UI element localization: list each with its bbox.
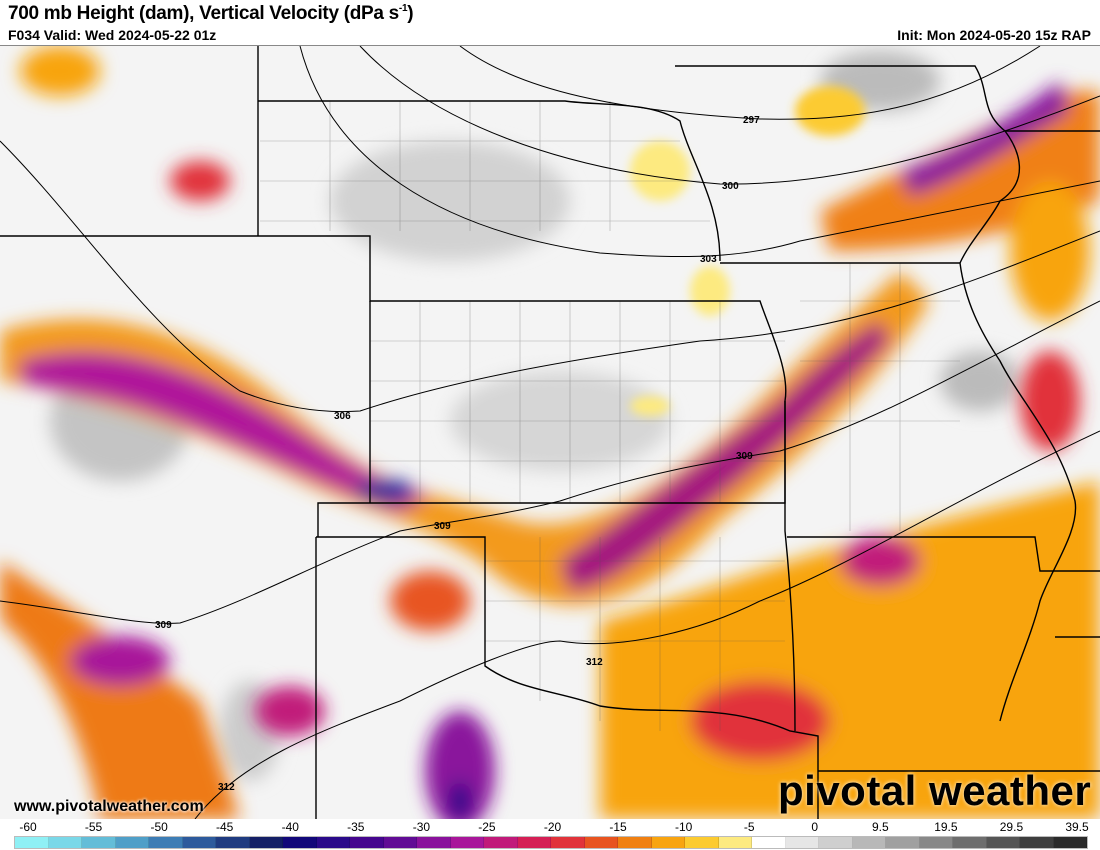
title-text: 700 mb Height (dam), Vertical Velocity (… bbox=[8, 3, 399, 24]
weather-map: 297 300 303 306 309 309 309 312 312 bbox=[0, 45, 1100, 819]
colorbar-label: -5 bbox=[743, 820, 755, 834]
contour-label: 309 bbox=[434, 521, 451, 532]
init-time: Init: Mon 2024-05-20 15z RAP bbox=[897, 27, 1091, 43]
colorbar-swatch bbox=[651, 837, 685, 848]
title-superscript: -1 bbox=[398, 3, 408, 14]
colorbar-swatch bbox=[283, 837, 317, 848]
pivotal-weather-logo: pivotal weather bbox=[778, 767, 1092, 814]
colorbar-swatch bbox=[417, 837, 451, 848]
map-title: 700 mb Height (dam), Vertical Velocity (… bbox=[8, 3, 414, 24]
colorbar-swatch bbox=[149, 837, 183, 848]
colorbar-label: -40 bbox=[281, 820, 299, 834]
colorbar-swatch bbox=[115, 837, 149, 848]
colorbar-label: -20 bbox=[543, 820, 562, 834]
colorbar-swatch bbox=[752, 837, 786, 848]
valid-time: F034 Valid: Wed 2024-05-22 01z bbox=[8, 27, 217, 43]
colorbar-swatch bbox=[584, 837, 618, 848]
colorbar-label: -25 bbox=[478, 820, 496, 834]
colorbar-swatch bbox=[82, 837, 116, 848]
colorbar-swatch bbox=[819, 837, 853, 848]
colorbar-label: 0 bbox=[811, 820, 819, 834]
colorbar-swatch bbox=[484, 837, 518, 848]
colorbar-label: -60 bbox=[19, 820, 37, 834]
colorbar-swatch bbox=[517, 837, 551, 848]
colorbar-label: -30 bbox=[412, 820, 431, 834]
colorbar-swatch bbox=[1020, 837, 1054, 848]
colorbar-label: -50 bbox=[150, 820, 168, 834]
colorbar-swatch bbox=[986, 837, 1020, 848]
colorbar-swatch bbox=[852, 837, 886, 848]
contour-label: 297 bbox=[743, 115, 760, 126]
contour-label: 312 bbox=[218, 782, 235, 793]
colorbar-swatch bbox=[953, 837, 987, 848]
website-watermark: www.pivotalweather.com bbox=[14, 798, 204, 815]
colorbar-label: -15 bbox=[609, 820, 627, 834]
colorbar-label: -55 bbox=[84, 820, 103, 834]
contour-label: 300 bbox=[722, 181, 739, 192]
contour-label: 303 bbox=[700, 254, 717, 265]
colorbar bbox=[14, 836, 1088, 849]
colorbar-swatch bbox=[15, 837, 49, 848]
colorbar-label: -10 bbox=[674, 820, 693, 834]
state-borders bbox=[0, 46, 1100, 819]
title-end: ) bbox=[407, 3, 414, 24]
colorbar-swatch bbox=[216, 837, 250, 848]
colorbar-labels: -60 -55 -50 -45 -40 -35 -30 -25 -20 -15 -10 -5 0 9.5 1… bbox=[0, 820, 1100, 835]
colorbar-swatch bbox=[919, 837, 953, 848]
colorbar-swatch bbox=[316, 837, 350, 848]
contour-label: 309 bbox=[736, 451, 753, 462]
colorbar-label: -35 bbox=[347, 820, 365, 834]
colorbar-swatch bbox=[249, 837, 283, 848]
colorbar-label: -45 bbox=[216, 820, 234, 834]
colorbar-label: 19.5 bbox=[934, 820, 958, 834]
colorbar-swatch bbox=[450, 837, 484, 848]
colorbar-swatch bbox=[383, 837, 417, 848]
colorbar-label: 39.5 bbox=[1065, 820, 1089, 834]
colorbar-swatch bbox=[886, 837, 920, 848]
contour-label: 309 bbox=[155, 620, 172, 631]
colorbar-swatch bbox=[551, 837, 585, 848]
contour-label: 306 bbox=[334, 411, 351, 422]
contour-labels: 297 300 303 306 309 309 309 312 312 bbox=[155, 115, 760, 793]
height-contours bbox=[0, 46, 1100, 819]
colorbar-label: 9.5 bbox=[871, 820, 889, 834]
colorbar-swatch bbox=[718, 837, 752, 848]
colorbar-swatch bbox=[48, 837, 82, 848]
colorbar-swatch bbox=[182, 837, 216, 848]
colorbar-swatch bbox=[618, 837, 652, 848]
colorbar-swatch bbox=[350, 837, 384, 848]
colorbar-swatch bbox=[685, 837, 719, 848]
grey-subsidence-field bbox=[50, 51, 1020, 781]
colorbar-swatch bbox=[785, 837, 819, 848]
contour-label: 312 bbox=[586, 657, 603, 668]
colorbar-label: 29.5 bbox=[999, 820, 1024, 834]
light-lift-field bbox=[630, 86, 865, 416]
colorbar-swatch bbox=[1053, 837, 1087, 848]
